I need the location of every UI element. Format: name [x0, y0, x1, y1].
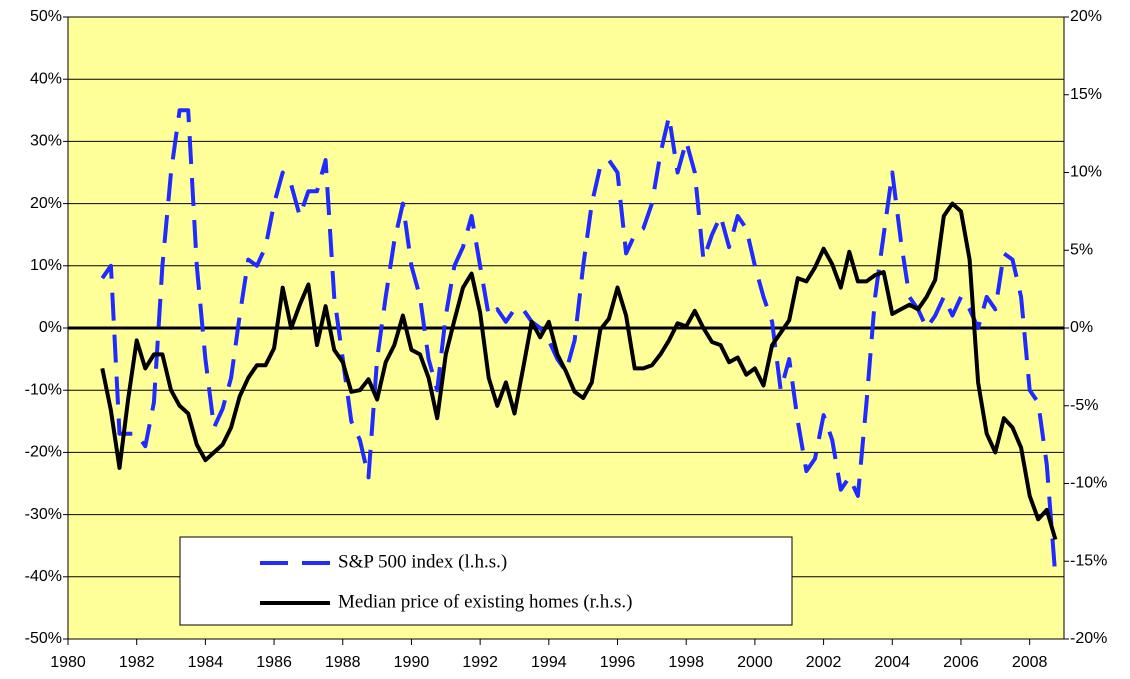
x-tick-label: 1982	[119, 654, 155, 671]
y-tick-label: 20%	[30, 195, 62, 212]
y-tick-label: -10%	[25, 381, 62, 398]
y-tick-label: -20%	[25, 444, 62, 461]
y2-tick-label: -5%	[1070, 397, 1098, 414]
legend-label: S&P 500 index (l.h.s.)	[338, 551, 507, 572]
x-tick-label: 1992	[462, 654, 498, 671]
y2-tick-label: 10%	[1070, 164, 1102, 181]
legend-box	[179, 536, 793, 626]
y2-tick-label: 0%	[1070, 319, 1093, 336]
y-tick-label: -40%	[25, 568, 62, 585]
x-tick-label: 1994	[531, 654, 567, 671]
y2-tick-label: 20%	[1070, 8, 1102, 25]
y2-tick-label: -10%	[1070, 475, 1107, 492]
x-tick-label: 2002	[806, 654, 842, 671]
x-tick-label: 1986	[256, 654, 292, 671]
y-tick-label: -50%	[25, 630, 62, 647]
x-tick-label: 1996	[600, 654, 636, 671]
series-line	[100, 201, 1058, 541]
y-tick-label: 40%	[30, 70, 62, 87]
x-tick-label: 2000	[737, 654, 773, 671]
x-tick-label: 1998	[668, 654, 704, 671]
x-tick-label: 1980	[50, 654, 86, 671]
y-tick-label: 10%	[30, 257, 62, 274]
y2-tick-label: 5%	[1070, 241, 1093, 258]
legend-label: Median price of existing homes (r.h.s.)	[338, 591, 632, 612]
y-tick-label: -30%	[25, 506, 62, 523]
y2-tick-label: -15%	[1070, 552, 1107, 569]
x-tick-label: 2004	[874, 654, 910, 671]
y2-tick-label: -20%	[1070, 630, 1107, 647]
x-tick-label: 2008	[1012, 654, 1048, 671]
y-tick-label: 0%	[39, 319, 62, 336]
y-tick-label: 30%	[30, 133, 62, 150]
series-line	[100, 108, 1058, 577]
x-tick-label: 2006	[943, 654, 979, 671]
x-tick-label: 1990	[394, 654, 430, 671]
y2-tick-label: 15%	[1070, 86, 1102, 103]
y-tick-label: 50%	[30, 8, 62, 25]
x-tick-label: 1984	[188, 654, 224, 671]
x-tick-label: 1988	[325, 654, 361, 671]
